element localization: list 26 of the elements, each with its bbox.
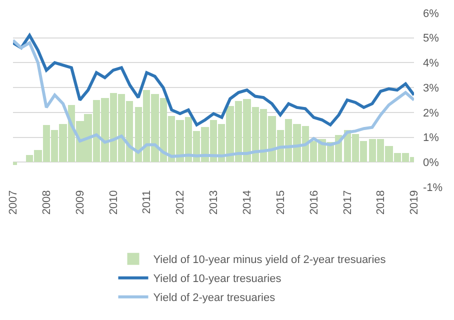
y-tick-label: 6% [423,8,440,20]
x-tick-label: 2016 [308,190,320,215]
y-tick-label: 1% [423,132,440,144]
line-series [13,38,414,158]
x-tick-label: 2013 [208,190,220,215]
x-tick-label: 2010 [108,190,120,215]
legend-label: Yield of 2-year tresuaries [153,292,276,304]
x-tick-label: 2015 [274,190,287,215]
line-series [13,34,414,126]
x-tick-label: 2012 [174,190,187,215]
x-tick-label: 2017 [342,190,354,215]
x-tick-label: 2008 [40,190,53,215]
y-tick-label: 3% [423,82,440,94]
y-tick-label: 2% [423,107,440,120]
x-tick-label: 2019 [408,190,421,215]
y-tick-label: 0% [423,156,440,169]
y-tick-label: 4% [423,58,440,70]
x-tick-label: 2009 [74,190,86,215]
legend-label: Yield of 10-year tresuaries [153,273,282,286]
x-tick-label: 2011 [141,190,154,214]
x-tick-label: 2014 [242,190,254,215]
legend-label: Yield of 10-year minus yield of 2-year tresuaries [153,254,386,266]
x-tick-label: 2018 [375,190,388,215]
x-tick-label: 2007 [8,190,20,215]
y-tick-label: -1% [423,182,443,194]
y-tick-label: 5% [423,32,440,45]
